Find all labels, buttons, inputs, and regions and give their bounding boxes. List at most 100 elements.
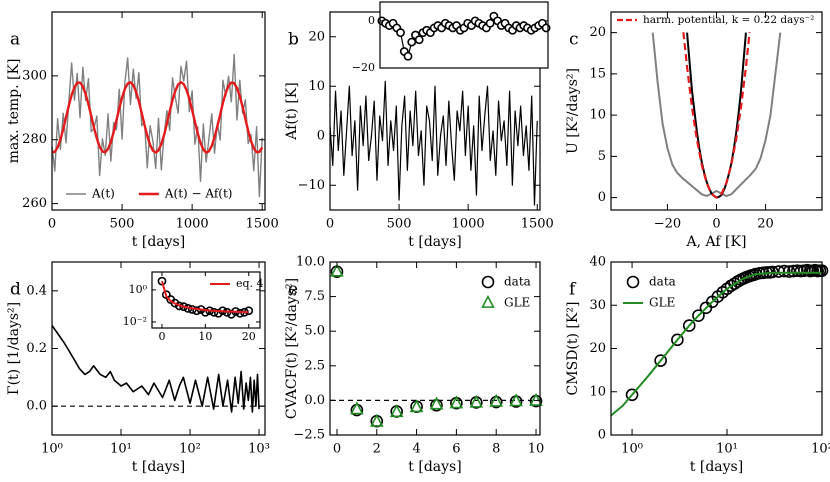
y-tick-label: −10 <box>298 178 325 193</box>
legend-label: data <box>504 275 531 289</box>
x-tick-label: −20 <box>654 217 681 232</box>
legend-label: GLE <box>649 296 675 310</box>
x-axis-label: t [days] <box>690 459 743 475</box>
x-tick-label: 10³ <box>248 442 270 457</box>
y-tick-label: 0.4 <box>26 283 47 298</box>
legend-marker <box>481 294 495 308</box>
y-tick-label: −2.5 <box>293 428 325 443</box>
plot-frame <box>151 271 261 329</box>
marker <box>161 290 171 300</box>
plot-frame <box>379 1 549 69</box>
y-tick-label: 7.5 <box>304 289 325 304</box>
legend-label: harm. potential, k = 0.22 days⁻² <box>643 14 814 26</box>
x-tick-label: 1000 <box>452 217 485 232</box>
marker <box>209 307 219 317</box>
y-tick-label: 10⁰ <box>129 283 148 296</box>
marker <box>692 309 705 322</box>
marker <box>389 404 404 418</box>
x-tick-label: 10² <box>179 442 201 457</box>
marker <box>192 306 202 316</box>
y-tick-label: −20 <box>352 61 375 74</box>
panel-letter: a <box>10 30 20 50</box>
marker <box>782 265 796 278</box>
marker <box>244 306 254 316</box>
y-tick-label: 0 <box>598 190 606 205</box>
marker <box>449 395 464 409</box>
y-tick-label: 20 <box>589 25 606 40</box>
data-line <box>161 280 249 314</box>
plot-background <box>330 262 540 435</box>
x-tick-label: 10² <box>811 442 830 457</box>
legend-label: GLE <box>504 296 530 310</box>
y-tick-label: 5.0 <box>304 324 325 339</box>
y-tick-label: 10 <box>308 79 325 94</box>
panel-letter: f <box>569 280 577 300</box>
x-tick-label: 0 <box>158 330 165 343</box>
legend-label: eq. 4 <box>236 277 264 290</box>
panel-letter: b <box>288 30 299 50</box>
x-tick-label: 1000 <box>176 217 209 232</box>
marker <box>409 399 424 413</box>
legend-marker <box>626 275 640 289</box>
x-tick-label: 10⁰ <box>621 442 643 457</box>
y-tick-label: 2.5 <box>304 358 325 373</box>
data-line <box>52 81 264 154</box>
marker <box>396 28 405 38</box>
y-axis-label: Γ(t) [1/days²] <box>6 302 22 395</box>
x-tick-label: 0 <box>326 217 334 232</box>
plot-background <box>611 262 822 435</box>
x-axis-label: A, Af [K] <box>686 234 747 250</box>
data-line <box>651 32 782 197</box>
x-tick-label: 20 <box>757 217 774 232</box>
x-tick-label: 10 <box>198 330 212 343</box>
marker <box>235 308 245 318</box>
x-tick-label: 10 <box>528 442 545 457</box>
y-tick-label: 0.0 <box>26 399 47 414</box>
marker <box>728 277 741 290</box>
marker <box>682 319 696 332</box>
marker <box>625 388 639 402</box>
y-tick-label: 15 <box>589 66 606 81</box>
x-tick-label: 1500 <box>246 217 279 232</box>
x-tick-label: 2 <box>373 442 381 457</box>
plot-frame <box>51 11 266 211</box>
y-tick-label: 10.0 <box>296 255 325 270</box>
x-tick-label: 0 <box>712 217 720 232</box>
y-tick-label: 5 <box>598 149 606 164</box>
y-tick-label: 20 <box>589 341 606 356</box>
legend-label: A(t) − Af(t) <box>164 187 233 201</box>
x-axis-label: t [days] <box>132 234 185 250</box>
y-axis-label: CMSD(t) [K²] <box>565 302 581 396</box>
legend-label: data <box>649 275 676 289</box>
y-tick-label: 10 <box>589 384 606 399</box>
x-tick-label: 6 <box>452 442 460 457</box>
y-tick-label: 280 <box>22 132 47 147</box>
marker <box>485 18 495 28</box>
marker <box>350 401 364 415</box>
plot-background <box>52 12 265 210</box>
data-line <box>52 324 260 413</box>
marker <box>509 393 523 407</box>
panel-letter: c <box>569 30 579 50</box>
marker <box>489 393 504 407</box>
y-tick-label: 10 <box>589 108 606 123</box>
marker <box>469 394 484 408</box>
x-tick-label: 4 <box>412 442 420 457</box>
x-tick-label: 0 <box>333 442 341 457</box>
x-tick-label: 1500 <box>521 217 554 232</box>
marker <box>414 35 424 45</box>
plot-frame <box>329 261 541 436</box>
x-axis-label: t [days] <box>132 459 185 475</box>
marker <box>369 413 384 427</box>
x-tick-label: 10¹ <box>110 442 132 457</box>
marker <box>671 333 684 347</box>
data-line <box>611 271 822 417</box>
marker <box>654 354 667 367</box>
marker <box>213 308 223 318</box>
y-tick-label: 260 <box>22 196 47 211</box>
y-tick-label: 20 <box>308 29 325 44</box>
x-tick-label: 500 <box>387 217 412 232</box>
y-axis-label: max. temp. [K] <box>6 59 22 164</box>
marker <box>529 392 543 406</box>
